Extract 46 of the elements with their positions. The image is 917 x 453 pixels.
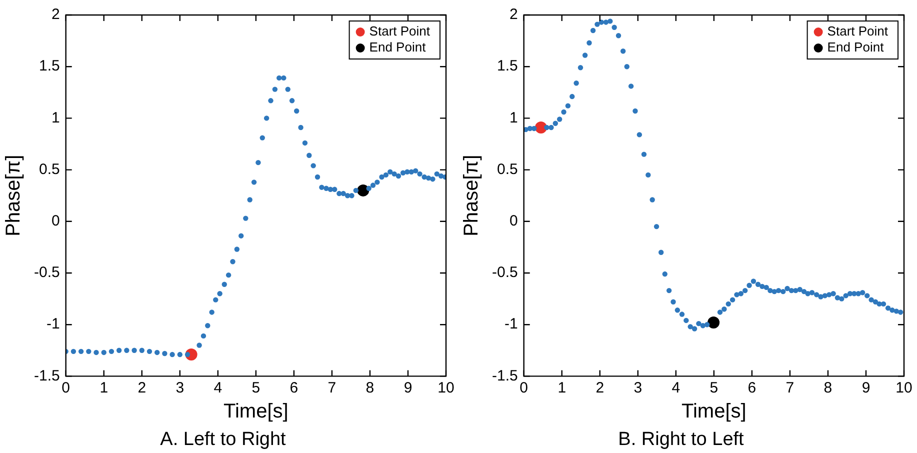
legend-label: End Point bbox=[369, 40, 426, 55]
x-axis-title: Time[s] bbox=[224, 400, 288, 423]
y-axis-title: Phase[π] bbox=[2, 154, 25, 236]
x-tick-label: 4 bbox=[672, 379, 680, 396]
y-tick-label: 0.5 bbox=[38, 160, 60, 178]
text: A. Left to Right bbox=[160, 428, 287, 450]
y-tick-label: 1.5 bbox=[496, 58, 518, 75]
x-tick-label: 7 bbox=[786, 379, 794, 396]
x-tick-label: 8 bbox=[824, 379, 832, 396]
legend-label: Start Point bbox=[369, 24, 430, 39]
x-tick-label: 3 bbox=[176, 379, 184, 396]
y-tick-label: 0 bbox=[510, 212, 518, 230]
y-tick-label: -0.5 bbox=[492, 264, 518, 282]
y-tick-label: -1 bbox=[46, 316, 60, 333]
y-tick-label: -1.5 bbox=[34, 367, 60, 384]
text: B. Right to Left bbox=[618, 428, 745, 450]
x-tick-label: 3 bbox=[634, 379, 642, 396]
y-tick-label: 2 bbox=[52, 6, 60, 24]
x-tick-label: 1 bbox=[100, 379, 108, 396]
x-tick-label: 6 bbox=[748, 379, 756, 396]
y-tick-label: -1 bbox=[504, 316, 518, 333]
x-tick-label: 10 bbox=[438, 379, 454, 396]
x-tick-label: 5 bbox=[710, 379, 718, 396]
legend-label: Start Point bbox=[827, 24, 888, 39]
y-tick-label: 1 bbox=[510, 109, 518, 126]
y-tick-label: -1.5 bbox=[492, 367, 518, 384]
x-tick-label: 5 bbox=[252, 379, 260, 396]
x-tick-label: 8 bbox=[366, 379, 374, 396]
legend-label: End Point bbox=[827, 40, 884, 55]
y-tick-label: 1.5 bbox=[38, 58, 60, 75]
x-tick-label: 1 bbox=[558, 379, 566, 396]
x-axis-title: Time[s] bbox=[682, 400, 746, 423]
y-axis-title: Phase[π] bbox=[460, 154, 483, 236]
x-tick-label: 2 bbox=[596, 379, 604, 396]
y-tick-label: 1 bbox=[52, 109, 60, 126]
y-tick-label: 0.5 bbox=[496, 160, 518, 178]
x-tick-label: 9 bbox=[404, 379, 412, 396]
x-tick-label: 6 bbox=[290, 379, 298, 396]
y-tick-label: 2 bbox=[510, 6, 518, 24]
y-tick-label: -0.5 bbox=[34, 264, 60, 282]
x-tick-label: 4 bbox=[214, 379, 222, 396]
x-tick-label: 10 bbox=[896, 379, 912, 396]
x-tick-label: 7 bbox=[328, 379, 336, 396]
x-tick-label: 9 bbox=[862, 379, 870, 396]
y-tick-label: 0 bbox=[52, 212, 60, 230]
x-tick-label: 2 bbox=[138, 379, 146, 396]
